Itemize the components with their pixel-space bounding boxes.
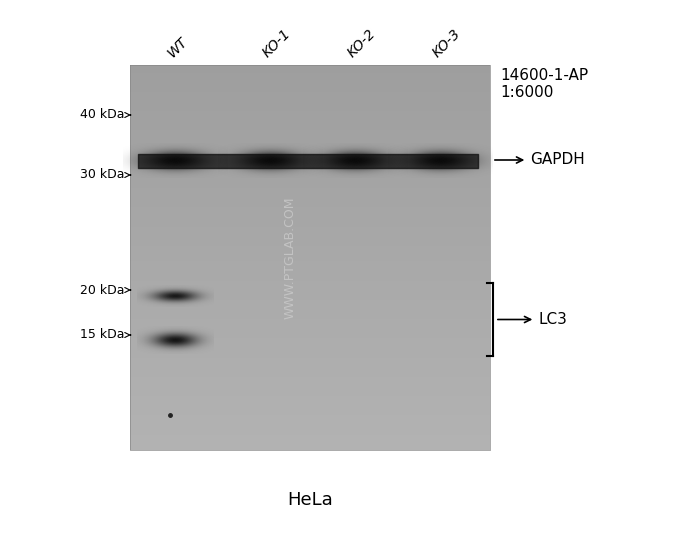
Text: KO-2: KO-2 <box>345 26 379 60</box>
Text: 14600-1-AP
1:6000: 14600-1-AP 1:6000 <box>500 68 588 101</box>
Text: WWW.PTGLAB.COM: WWW.PTGLAB.COM <box>284 196 297 319</box>
Text: 40 kDa: 40 kDa <box>80 108 131 122</box>
Text: HeLa: HeLa <box>287 491 333 509</box>
Text: GAPDH: GAPDH <box>495 152 584 168</box>
Text: 30 kDa: 30 kDa <box>80 168 131 182</box>
Text: LC3: LC3 <box>498 312 567 327</box>
Text: KO-3: KO-3 <box>430 26 463 60</box>
Text: WT: WT <box>165 34 190 60</box>
Text: 15 kDa: 15 kDa <box>80 328 131 342</box>
Text: KO-1: KO-1 <box>260 26 294 60</box>
Text: 20 kDa: 20 kDa <box>80 283 131 296</box>
